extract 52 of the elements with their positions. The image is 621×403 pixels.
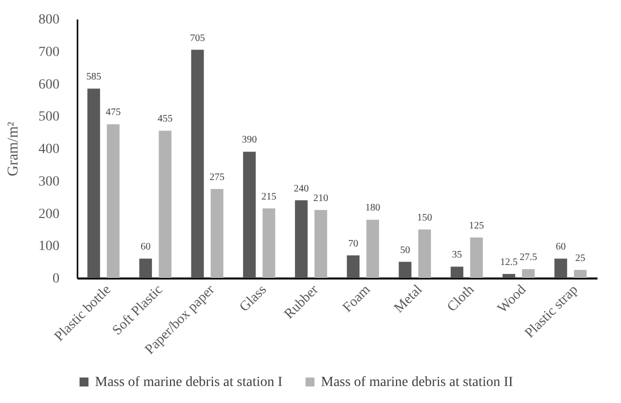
data-label: 215 (261, 191, 276, 202)
y-tick-label: 300 (38, 174, 60, 190)
bar (346, 255, 360, 278)
data-label: 390 (242, 134, 257, 146)
bar (243, 152, 256, 278)
data-label: 125 (468, 220, 484, 232)
data-label: 50 (400, 244, 410, 256)
bar (139, 258, 152, 278)
bar (210, 188, 224, 278)
bar (502, 274, 516, 278)
data-label: 180 (365, 202, 380, 214)
bar (262, 208, 276, 278)
y-tick-label: 800 (38, 12, 60, 28)
bar (398, 262, 412, 278)
bar (470, 238, 483, 278)
data-label: 275 (210, 172, 225, 183)
data-label: 60 (140, 242, 151, 253)
bar (314, 210, 328, 278)
y-tick-label: 100 (38, 239, 60, 254)
bar (522, 269, 535, 278)
bar (158, 130, 172, 278)
y-tick-label: 200 (38, 206, 60, 222)
data-label: 35 (452, 250, 462, 261)
y-axis-title: Gram/m² (6, 121, 22, 176)
bar (191, 50, 204, 278)
bar (87, 88, 100, 278)
data-label: 585 (86, 72, 102, 83)
data-label: 12.5 (500, 256, 518, 268)
bar (574, 270, 587, 278)
bar (106, 124, 120, 278)
y-tick-label: 0 (52, 272, 60, 286)
legend-label: Mass of marine debris at station I (95, 375, 283, 390)
data-label: 475 (106, 107, 121, 118)
data-label: 25 (575, 252, 586, 264)
y-tick-label: 700 (38, 44, 60, 60)
y-tick-label: 400 (38, 142, 60, 157)
bar (554, 258, 568, 278)
bar (294, 200, 308, 278)
data-label: 70 (348, 238, 358, 250)
legend-label: Mass of marine debris at station II (321, 375, 514, 390)
data-label: 240 (294, 183, 309, 194)
data-label: 455 (158, 114, 173, 125)
y-tick-label: 600 (38, 77, 60, 92)
data-label: 60 (556, 242, 566, 253)
bar (418, 229, 431, 278)
data-label: 705 (190, 32, 206, 44)
data-label: 150 (417, 212, 432, 224)
y-tick-label: 500 (38, 110, 60, 125)
bar (450, 266, 464, 278)
data-label: 27.5 (520, 252, 538, 264)
data-label: 210 (313, 193, 328, 204)
bar (366, 220, 380, 278)
